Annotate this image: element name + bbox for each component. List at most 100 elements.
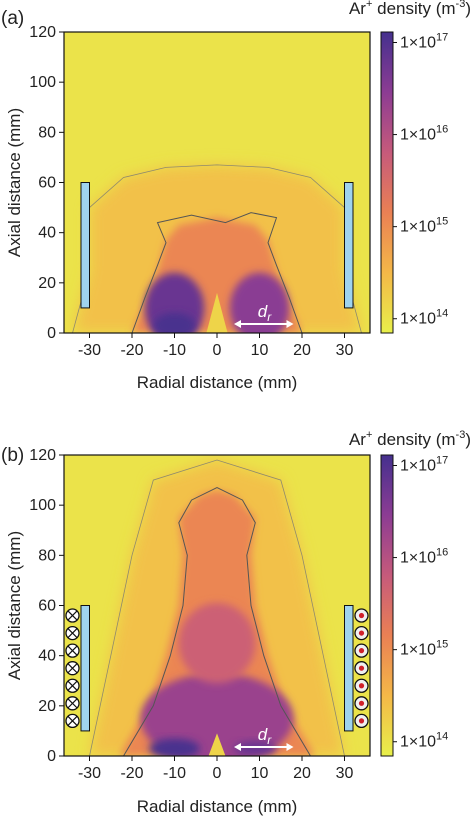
colorbar-tick-exponent: 15 <box>436 216 448 228</box>
colorbar-tick-exponent: 15 <box>436 639 448 651</box>
panel-label: (b) <box>1 445 24 466</box>
density-lobe <box>178 602 256 684</box>
dr-arrow-head-left <box>234 319 241 328</box>
coil-cross-stroke <box>67 680 78 691</box>
y-axis-title: Axial distance (mm) <box>5 531 24 680</box>
colorbar-tick-label: 1×1017 <box>400 31 448 51</box>
x-tick-label: 30 <box>336 765 354 782</box>
dr-arrow-head-left <box>234 742 241 751</box>
x-tick-label: 30 <box>336 342 354 359</box>
colorbar-title-sup: + <box>366 429 372 441</box>
x-tick-label: -10 <box>163 765 186 782</box>
dr-label-subscript: r <box>267 733 272 747</box>
panel-a: dr-30 -20 -10 0 10 20 30020406080100120Radial … <box>1 0 471 392</box>
y-tick-label: 100 <box>29 74 56 91</box>
electrode <box>344 182 354 309</box>
central-cone <box>208 733 226 756</box>
dr-arrow-head-right <box>286 319 294 328</box>
panel-b: dr-30 -20 -10 0 10 20 30020406080100120Radial … <box>1 429 471 816</box>
colorbar-title-unit-sup: -3 <box>456 0 466 10</box>
y-tick-label: 80 <box>38 547 56 564</box>
y-tick-label: 80 <box>38 124 56 141</box>
colorbar <box>380 31 394 334</box>
x-tick-label: -20 <box>120 342 143 359</box>
x-tick-label: 0 <box>213 765 222 782</box>
density-map <box>64 32 370 333</box>
x-tick-label: 20 <box>293 342 311 359</box>
coil-cross-stroke <box>67 715 78 726</box>
density-core <box>149 738 200 756</box>
y-tick-label: 40 <box>38 648 56 665</box>
density-lobe <box>229 272 290 333</box>
x-tick-label: -10 <box>163 342 186 359</box>
coil-cross-stroke <box>67 610 78 621</box>
x-tick-label: -30 <box>78 765 101 782</box>
density-core <box>153 312 196 333</box>
colorbar-tick-exponent: 14 <box>436 731 448 743</box>
y-tick-label: 20 <box>38 698 56 715</box>
coil-cross-stroke <box>67 698 78 709</box>
x-tick-label: 0 <box>213 342 222 359</box>
central-cone <box>206 292 228 333</box>
colorbar-tick-label: 1×1016 <box>400 547 448 567</box>
y-tick-label: 100 <box>29 497 56 514</box>
density-contour <box>131 212 303 333</box>
coil-cross-stroke <box>67 628 78 639</box>
colorbar-tick-exponent: 14 <box>436 308 448 320</box>
colorbar-tick-exponent: 16 <box>436 547 448 559</box>
coil-dot-center <box>358 648 365 654</box>
coil-cross-stroke <box>67 663 78 674</box>
coil-cross-stroke <box>67 645 78 656</box>
colorbar-title-text: density (m <box>372 0 455 18</box>
coil-dot-center <box>358 700 365 706</box>
y-tick-label: 40 <box>38 225 56 242</box>
x-axis-title: Radial distance (mm) <box>137 373 298 392</box>
x-tick-label: 10 <box>251 342 269 359</box>
y-tick-label: 120 <box>29 24 56 41</box>
y-tick-label: 60 <box>38 175 56 192</box>
density-contour <box>123 487 311 756</box>
colorbar-title: Ar+ density (m-3) <box>349 0 471 18</box>
y-tick-label: 60 <box>38 598 56 615</box>
y-axis-title: Axial distance (mm) <box>5 108 24 257</box>
colorbar-tick-exponent: 17 <box>436 31 448 43</box>
y-tick-label: 120 <box>29 447 56 464</box>
colorbar-title: Ar+ density (m-3) <box>349 429 471 449</box>
colorbar-tick-exponent: 16 <box>436 124 448 136</box>
x-tick-label: -30 <box>78 342 101 359</box>
colorbar-tick-label: 1×1014 <box>400 731 448 751</box>
colorbar-tick-exponent: 17 <box>436 454 448 466</box>
electrode <box>80 182 90 309</box>
electrode <box>80 605 90 732</box>
colorbar-tick-label: 1×1017 <box>400 454 448 474</box>
y-tick-label: 0 <box>47 748 56 765</box>
dr-label-subscript: r <box>267 310 272 324</box>
halo-contour <box>89 459 345 756</box>
y-tick-label: 20 <box>38 275 56 292</box>
coil-dot-center <box>358 683 365 689</box>
coil-dot-center <box>358 630 365 636</box>
colorbar-title-text: density (m <box>372 430 455 449</box>
colorbar-title-end: ) <box>465 430 471 449</box>
dr-arrow-head-right <box>286 742 294 751</box>
colorbar-title-end: ) <box>465 0 471 18</box>
density-core <box>234 740 277 756</box>
x-axis-title: Radial distance (mm) <box>137 797 298 816</box>
coil-dot-center <box>358 665 365 671</box>
colorbar-tick-label: 1×1015 <box>400 639 448 659</box>
x-tick-label: 10 <box>251 765 269 782</box>
coil-dot-center <box>358 612 365 619</box>
coil-dot-center <box>358 718 365 724</box>
colorbar-title-unit-sup: -3 <box>456 429 466 441</box>
density-map <box>64 455 370 756</box>
x-tick-label: 20 <box>293 765 311 782</box>
colorbar-tick-label: 1×1015 <box>400 216 448 236</box>
x-tick-label: -20 <box>120 765 143 782</box>
panel-label: (a) <box>1 8 24 29</box>
electrode <box>344 605 354 732</box>
density-lobe <box>140 673 294 756</box>
colorbar <box>380 454 394 757</box>
colorbar-tick-label: 1×1014 <box>400 308 448 328</box>
colorbar-title-sup: + <box>366 0 372 10</box>
